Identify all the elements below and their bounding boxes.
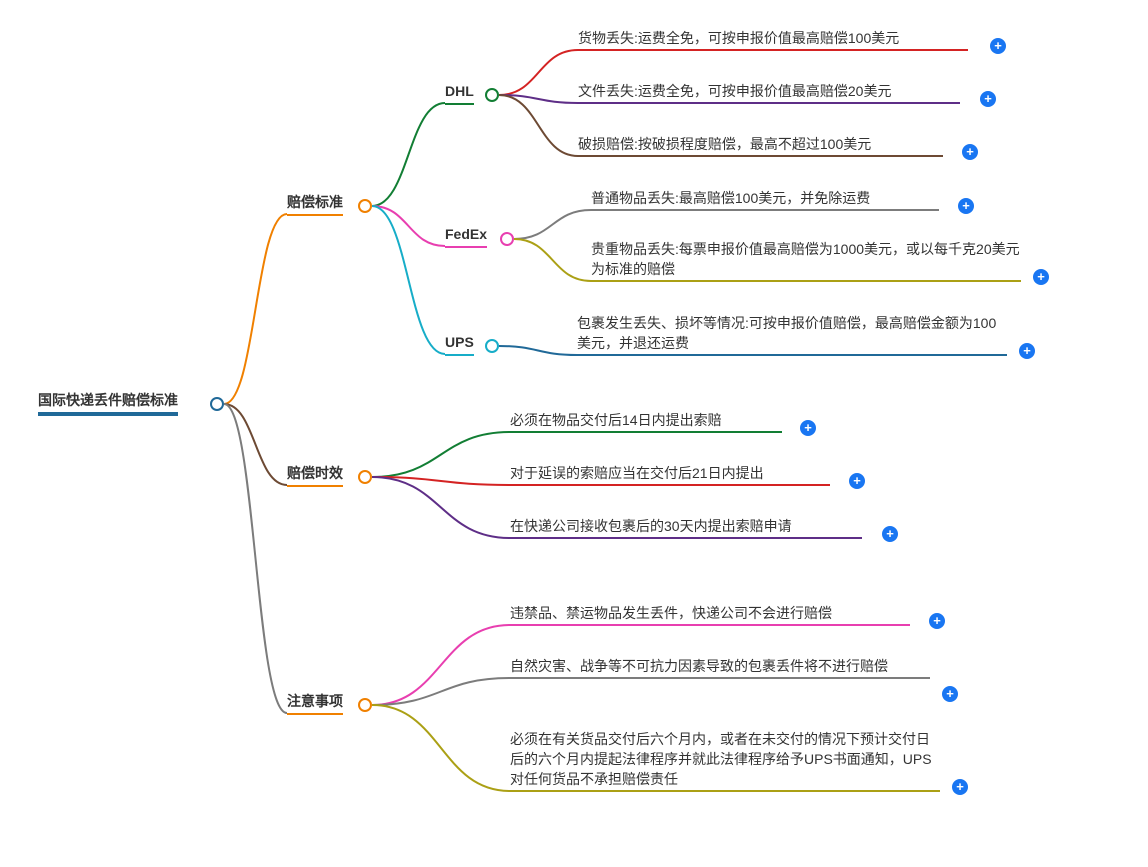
subnode-ring-dhl	[485, 88, 499, 102]
subnode-fedex[interactable]: FedEx	[445, 224, 487, 248]
leaf-node[interactable]: 违禁品、禁运物品发生丢件，快递公司不会进行赔偿	[510, 603, 910, 623]
branch-ring-note	[358, 698, 372, 712]
leaf-node[interactable]: 包裹发生丢失、损坏等情况:可按申报价值赔偿，最高赔偿金额为100美元，并退还运费	[577, 313, 1007, 353]
branch-ring-time	[358, 470, 372, 484]
subnode-ring-ups	[485, 339, 499, 353]
leaf-node[interactable]: 货物丢失:运费全免，可按申报价值最高赔偿100美元	[578, 28, 968, 48]
expand-icon[interactable]: +	[980, 91, 996, 107]
expand-icon[interactable]: +	[882, 526, 898, 542]
leaf-node[interactable]: 在快递公司接收包裹后的30天内提出索赔申请	[510, 516, 862, 536]
leaf-node[interactable]: 文件丢失:运费全免，可按申报价值最高赔偿20美元	[578, 81, 960, 101]
leaf-node[interactable]: 贵重物品丢失:每票申报价值最高赔偿为1000美元，或以每千克20美元为标准的赔偿	[591, 239, 1021, 279]
expand-icon[interactable]: +	[1019, 343, 1035, 359]
leaf-node[interactable]: 必须在物品交付后14日内提出索赔	[510, 410, 782, 430]
root-node[interactable]: 国际快递丢件赔偿标准	[38, 390, 178, 416]
leaf-node[interactable]: 破损赔偿:按破损程度赔偿，最高不超过100美元	[578, 134, 943, 154]
expand-icon[interactable]: +	[929, 613, 945, 629]
leaf-node[interactable]: 必须在有关货品交付后六个月内，或者在未交付的情况下预计交付日后的六个月内提起法律…	[510, 729, 940, 789]
root-ring	[210, 397, 224, 411]
subnode-ring-fedex	[500, 232, 514, 246]
branch-ring-std	[358, 199, 372, 213]
branch-std[interactable]: 赔偿标准	[287, 192, 343, 216]
expand-icon[interactable]: +	[990, 38, 1006, 54]
subnode-dhl[interactable]: DHL	[445, 81, 474, 105]
expand-icon[interactable]: +	[849, 473, 865, 489]
expand-icon[interactable]: +	[800, 420, 816, 436]
leaf-node[interactable]: 自然灾害、战争等不可抗力因素导致的包裹丢件将不进行赔偿	[510, 656, 930, 676]
leaf-node[interactable]: 普通物品丢失:最高赔偿100美元，并免除运费	[591, 188, 939, 208]
expand-icon[interactable]: +	[958, 198, 974, 214]
expand-icon[interactable]: +	[942, 686, 958, 702]
subnode-ups[interactable]: UPS	[445, 332, 474, 356]
leaf-node[interactable]: 对于延误的索赔应当在交付后21日内提出	[510, 463, 830, 483]
expand-icon[interactable]: +	[952, 779, 968, 795]
expand-icon[interactable]: +	[1033, 269, 1049, 285]
branch-time[interactable]: 赔偿时效	[287, 463, 343, 487]
expand-icon[interactable]: +	[962, 144, 978, 160]
branch-note[interactable]: 注意事项	[287, 691, 343, 715]
